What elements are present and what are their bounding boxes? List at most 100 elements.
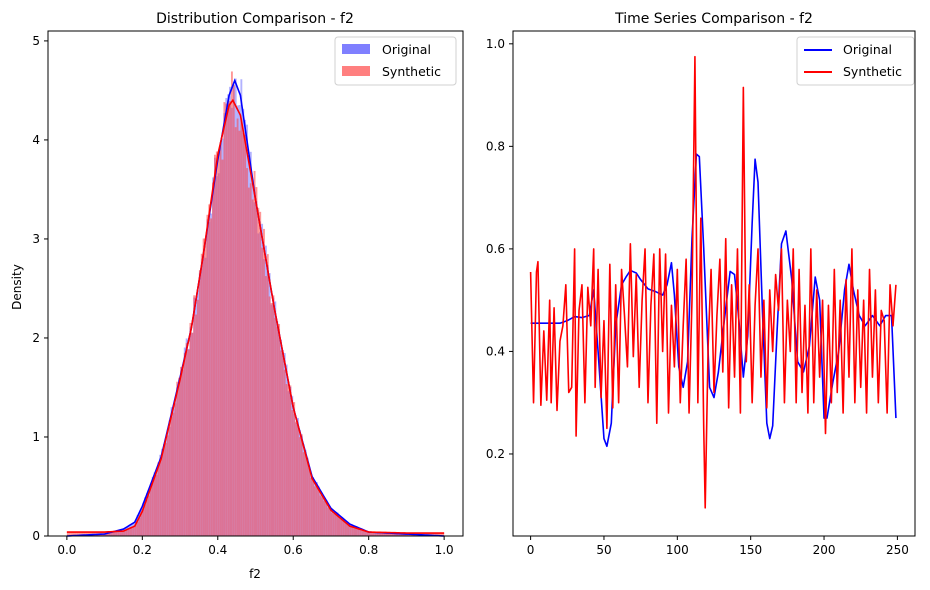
hist-bar-synthetic [146,499,148,536]
hist-bar-synthetic [125,529,128,536]
hist-bar-synthetic [313,486,316,536]
hist-bar-synthetic [330,512,333,536]
timeseries-legend: Original Synthetic [796,36,915,86]
hist-bar-synthetic [180,366,182,536]
hist-bar-synthetic [300,434,303,536]
hist-bar-synthetic [389,532,392,536]
hist-bar-synthetic [366,531,369,536]
x-tick-label: 150 [739,543,762,557]
hist-bar-synthetic [255,187,258,536]
hist-bar-synthetic [302,452,305,536]
hist-bar-synthetic [236,118,239,537]
hist-bar-synthetic [259,211,262,536]
x-tick-label: 250 [886,543,909,557]
hist-bar-synthetic [312,477,314,536]
hist-bar-synthetic [342,520,345,536]
hist-bar-synthetic [344,521,347,536]
legend-original-label: Original [382,42,431,57]
hist-bar-synthetic [225,103,228,537]
hist-bar-synthetic [298,437,301,536]
timeseries-title: Time Series Comparison - f2 [614,11,813,27]
hist-bar-synthetic [163,444,165,536]
hist-bar-synthetic [244,134,247,537]
hist-bar-synthetic [297,424,299,536]
hist-bar-synthetic [119,531,122,536]
hist-bar-synthetic [198,270,201,536]
hist-bar-synthetic [329,506,331,536]
legend-synthetic-swatch [342,66,370,76]
hist-bar-synthetic [268,296,271,536]
hist-bar-synthetic [370,531,373,536]
hist-bar-synthetic [349,525,352,536]
hist-bar-synthetic [87,532,90,536]
hist-bar-synthetic [280,350,282,536]
hist-bar-synthetic [191,332,194,536]
hist-bar-synthetic [166,435,169,536]
distribution-panel: Distribution Comparison - f2 0.0 0.2 0.4 0.… [10,11,464,581]
hist-bar-synthetic [108,531,111,536]
hist-bar-synthetic [76,532,79,536]
hist-bar-synthetic [115,531,118,536]
hist-bar-synthetic [351,527,354,536]
hist-bar-synthetic [74,531,77,536]
hist-bar-synthetic [347,525,350,536]
x-tick-label: 0 [527,543,535,557]
hist-bar-synthetic [308,467,311,536]
timeseries-panel: Time Series Comparison - f2 0 50 100 150 200… [486,11,916,557]
distribution-x-ticks: 0.0 0.2 0.4 0.6 0.8 1.0 [57,536,454,557]
hist-bar-synthetic [438,532,441,536]
distribution-y-ticks: 0 1 2 3 4 5 [32,34,48,543]
hist-bar-synthetic [359,529,362,536]
hist-bar-synthetic [142,508,145,536]
hist-bar-synthetic [206,214,209,537]
distribution-legend: Original Synthetic [334,36,457,86]
hist-bar-synthetic [193,295,196,536]
hist-bar-synthetic [229,101,231,536]
hist-bar-synthetic [174,403,177,536]
x-tick-label: 100 [666,543,689,557]
hist-bar-synthetic [72,532,75,536]
hist-bar-synthetic [323,500,326,536]
hist-bar-synthetic [242,132,245,536]
hist-bar-synthetic [221,159,224,536]
hist-bar-synthetic [376,532,379,536]
hist-bar-synthetic [117,531,120,536]
kde-line-synthetic [66,98,445,534]
hist-bar-synthetic [178,377,181,536]
hist-bar-synthetic [363,530,365,536]
hist-bar-synthetic [78,531,81,536]
hist-bar-synthetic [80,531,82,536]
hist-bar-synthetic [151,482,154,536]
hist-bar-synthetic [83,531,86,536]
hist-bar-synthetic [157,462,160,536]
timeseries-plot-area [529,55,897,509]
distribution-plot-area [66,71,445,537]
hist-bar-synthetic [215,151,218,537]
hist-bar-synthetic [338,516,341,536]
hist-bar-synthetic [200,253,203,537]
hist-bar-synthetic [112,531,115,536]
distribution-x-axis-label: f2 [249,567,261,581]
hist-bar-synthetic [272,295,275,536]
hist-bar-synthetic [110,531,113,536]
hist-bar-synthetic [140,511,143,536]
hist-bar-synthetic [276,326,279,536]
hist-bar-synthetic [129,527,131,536]
hist-bar-synthetic [210,218,213,537]
hist-bar-synthetic [334,514,337,536]
hist-bar-synthetic [253,170,256,536]
hist-bar-synthetic [68,531,71,536]
hist-bar-synthetic [387,532,390,536]
hist-bar-synthetic [391,532,394,536]
hist-bar-synthetic [223,102,226,536]
hist-bar-synthetic [144,504,147,536]
hist-bar-synthetic [176,381,179,536]
timeseries-axes-frame [512,30,916,537]
hist-bar-synthetic [217,151,220,536]
hist-bar-synthetic [247,187,250,536]
hist-bar-synthetic [325,500,328,536]
hist-bar-synthetic [289,385,292,536]
hist-bar-synthetic [187,349,190,536]
hist-bar-synthetic [383,532,386,536]
